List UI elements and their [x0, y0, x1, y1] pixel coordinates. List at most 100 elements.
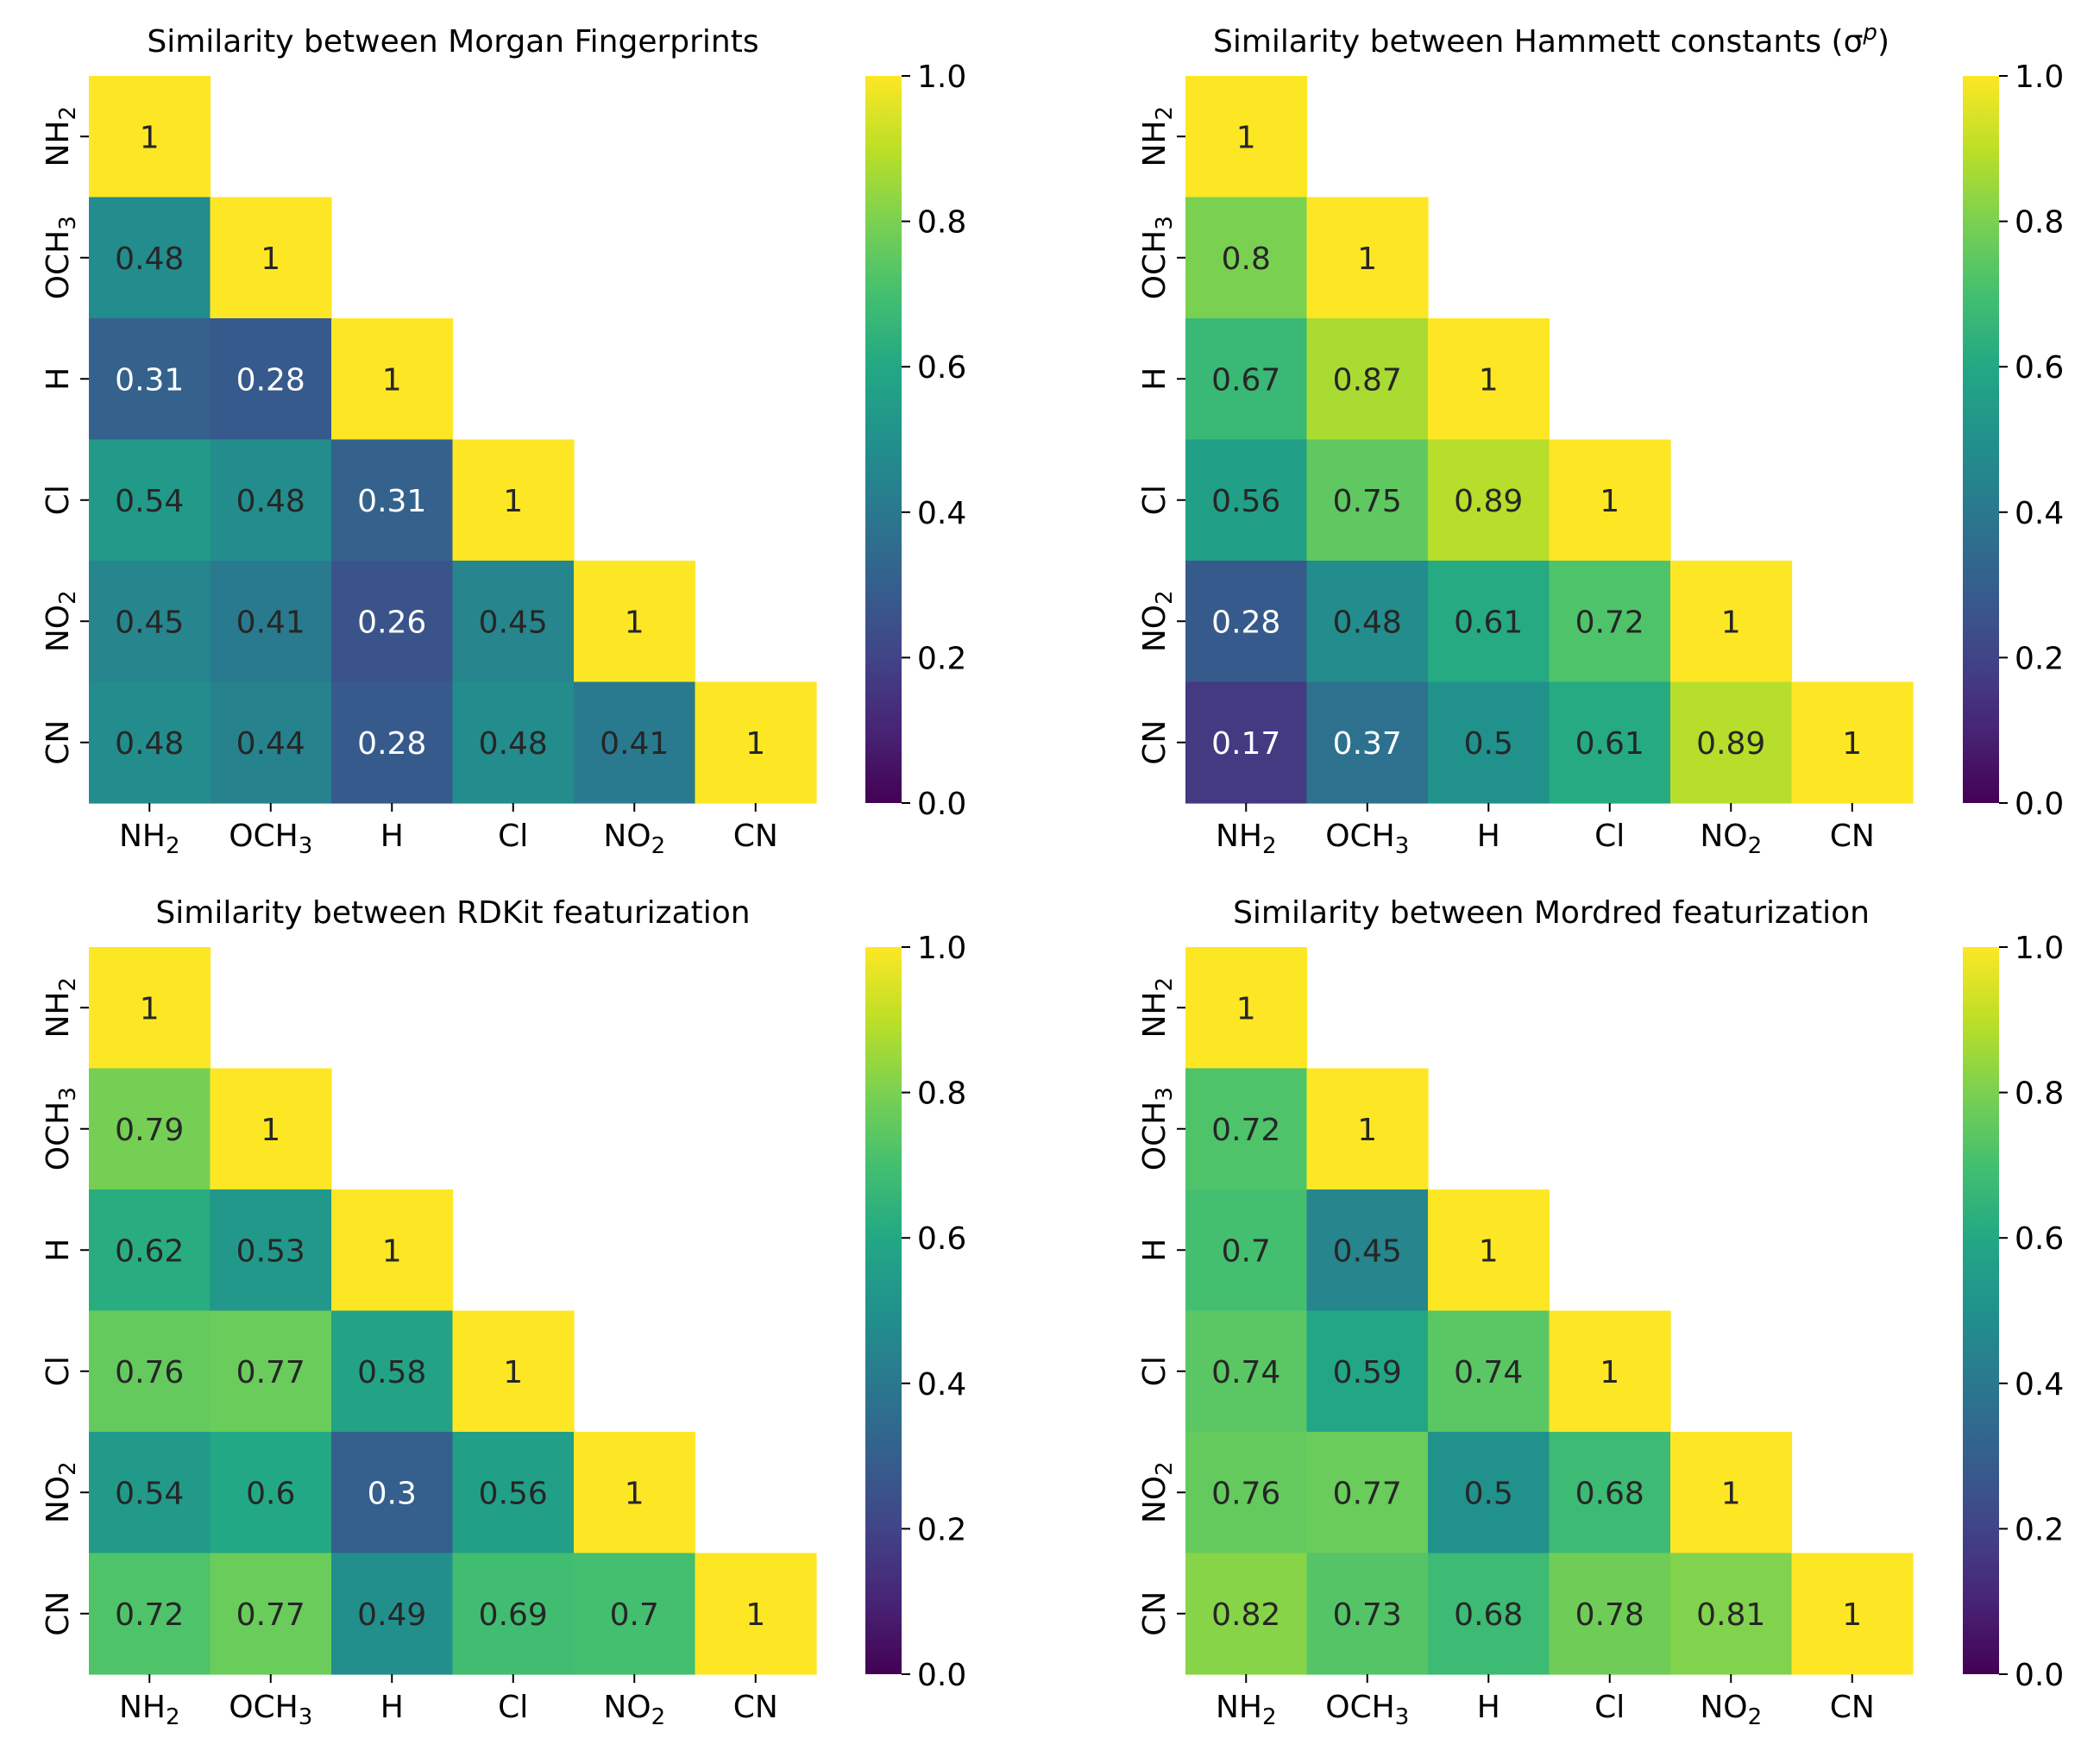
cell-annotation: 0.48 [236, 484, 305, 519]
cell-annotation: 0.72 [1211, 1113, 1280, 1148]
y-tick-label: NO2 [1137, 590, 1178, 652]
heatmap-cell [1670, 1553, 1793, 1675]
x-tick-label: Cl [498, 819, 528, 854]
cell-annotation: 1 [745, 1597, 765, 1633]
heatmap-cell [210, 197, 332, 319]
cell-annotation: 0.3 [368, 1476, 417, 1511]
cell-annotation: 1 [382, 1233, 402, 1269]
colorbar-tick-label: 0.8 [917, 1076, 966, 1112]
colorbar-tick-label: 0.4 [2015, 496, 2064, 531]
heatmap-cell [331, 681, 454, 804]
cell-annotation: 1 [1600, 1355, 1619, 1390]
colorbar-tick-label: 0.0 [2015, 1658, 2064, 1693]
colorbar [1963, 947, 1999, 1674]
cell-annotation: 1 [1842, 726, 1862, 762]
y-tick-label: Cl [41, 485, 76, 515]
cell-annotation: 0.56 [479, 1476, 548, 1511]
y-tick-label: CN [41, 720, 76, 765]
cell-annotation: 1 [1479, 1233, 1499, 1269]
cell-annotation: 1 [745, 726, 765, 762]
cell-annotation: 0.44 [236, 726, 305, 762]
heatmap-cell [331, 1189, 454, 1312]
heatmap-cell [89, 76, 211, 198]
colorbar-tick-label: 1.0 [2015, 60, 2064, 95]
heatmap-cell [1185, 1068, 1308, 1190]
y-tick-label: CN [41, 1591, 76, 1636]
cell-annotation: 1 [1721, 605, 1741, 640]
x-tick-label: OCH3 [1325, 819, 1409, 859]
heatmap-cell [1670, 561, 1793, 683]
y-tick-label: OCH3 [1137, 216, 1178, 299]
heatmap-cell [331, 1432, 454, 1554]
colorbar [1963, 76, 1999, 803]
cell-annotation: 1 [1721, 1476, 1741, 1511]
x-tick-label: NO2 [1700, 1690, 1762, 1730]
x-tick-label: NH2 [1216, 1690, 1277, 1730]
heatmap-cell [1428, 1189, 1550, 1312]
cell-annotation: 0.41 [236, 605, 305, 640]
cell-annotation: 0.5 [1464, 1476, 1513, 1511]
cell-annotation: 0.75 [1333, 484, 1402, 519]
heatmap-cell [331, 439, 454, 562]
x-tick-label: CN [1830, 819, 1875, 854]
heatmap-cell [89, 1068, 211, 1190]
heatmap-cell [1185, 197, 1308, 319]
heatmap-cell [1306, 1068, 1429, 1190]
heatmap-cell [1306, 1553, 1429, 1675]
heatmap-cell [1185, 439, 1308, 562]
cell-annotation: 0.58 [357, 1355, 426, 1390]
heatmap-cell [1185, 1189, 1308, 1312]
heatmap-cell [1306, 439, 1429, 562]
heatmap-cell [210, 1432, 332, 1554]
heatmap-cell [1185, 561, 1308, 683]
y-tick-label: OCH3 [41, 216, 81, 299]
cell-annotation: 0.77 [1333, 1476, 1402, 1511]
colorbar-tick-label: 0.4 [917, 496, 966, 531]
cell-annotation: 0.72 [1575, 605, 1644, 640]
cell-annotation: 1 [261, 242, 280, 277]
y-tick-label: OCH3 [41, 1087, 81, 1170]
cell-annotation: 0.68 [1575, 1476, 1644, 1511]
heatmap-cell [89, 1189, 211, 1312]
heatmap-cell [1670, 1432, 1793, 1554]
cell-annotation: 0.74 [1211, 1355, 1280, 1390]
heatmap-cell [452, 1310, 575, 1433]
heatmap-cell [210, 318, 332, 441]
y-tick-label: NO2 [41, 1461, 81, 1523]
heatmap-cell [331, 1553, 454, 1675]
colorbar-tick-label: 0.6 [2015, 1221, 2064, 1257]
x-tick-label: Cl [1594, 819, 1625, 854]
y-tick-label: H [41, 367, 76, 391]
heatmap-cell [574, 561, 696, 683]
cell-annotation: 0.17 [1211, 726, 1280, 762]
cell-annotation: 0.45 [115, 605, 184, 640]
heatmap-cell [210, 439, 332, 562]
y-tick-label: Cl [1137, 1356, 1173, 1386]
cell-annotation: 0.48 [115, 726, 184, 762]
cell-annotation: 1 [140, 991, 160, 1026]
x-tick-label: CN [733, 1690, 778, 1725]
cell-annotation: 0.31 [115, 362, 184, 398]
colorbar-tick-label: 0.4 [2015, 1367, 2064, 1402]
heatmap-cell [1428, 1553, 1550, 1675]
y-tick-label: NH2 [41, 106, 81, 167]
x-tick-label: NO2 [603, 819, 665, 859]
heatmap-cell [1428, 1432, 1550, 1554]
cell-annotation: 0.45 [1333, 1233, 1402, 1269]
x-tick-label: NH2 [1216, 819, 1277, 859]
cell-annotation: 0.31 [357, 484, 426, 519]
cell-annotation: 0.28 [357, 726, 426, 762]
x-tick-label: Cl [498, 1690, 528, 1725]
cell-annotation: 0.67 [1211, 362, 1280, 398]
heatmap-cell [210, 561, 332, 683]
heatmap-cell [1428, 561, 1550, 683]
heatmap-cell [331, 561, 454, 683]
x-tick-label: NO2 [1700, 819, 1762, 859]
x-tick-label: H [1477, 1690, 1500, 1725]
x-tick-label: H [380, 819, 404, 854]
cell-annotation: 0.7 [610, 1597, 659, 1633]
cell-annotation: 0.76 [115, 1355, 184, 1390]
colorbar [865, 76, 902, 803]
heatmap-cell [1306, 681, 1429, 804]
